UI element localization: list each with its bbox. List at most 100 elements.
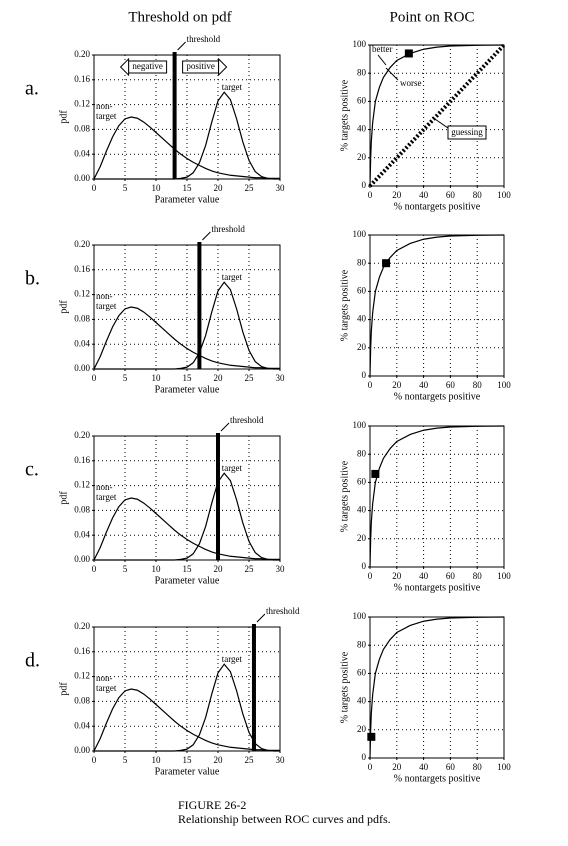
x-tick-label: 25 <box>245 183 255 193</box>
y-tick-label: 0.08 <box>74 123 90 133</box>
y-axis-label: pdf <box>58 110 69 124</box>
threshold-arrow <box>220 422 230 432</box>
x-tick-label: 5 <box>123 183 128 193</box>
x-tick-label: 5 <box>123 373 128 383</box>
x-tick-label: 40 <box>419 571 429 581</box>
x-tick-label: 100 <box>497 762 511 772</box>
x-tick-label: 15 <box>183 373 193 383</box>
x-tick-label: 40 <box>419 380 429 390</box>
y-tick-label: 20 <box>357 724 367 734</box>
y-tick-label: 0.20 <box>74 430 90 440</box>
x-tick-label: 0 <box>92 373 97 383</box>
y-tick-label: 40 <box>357 696 367 706</box>
x-axis-label: % nontargets positive <box>394 582 481 593</box>
positive-label: positive <box>186 61 215 71</box>
y-tick-label: 0 <box>362 370 367 380</box>
plot-frame <box>369 616 505 759</box>
nontarget-label: target <box>96 301 117 311</box>
nontarget-label: non- <box>96 291 113 301</box>
y-tick-label: 40 <box>357 314 367 324</box>
x-tick-label: 0 <box>92 564 97 574</box>
x-tick-label: 80 <box>473 380 483 390</box>
row-label: d. <box>25 650 40 672</box>
roc-point <box>367 732 376 741</box>
x-tick-label: 100 <box>497 571 511 581</box>
x-axis-label: Parameter value <box>155 575 220 586</box>
threshold-label: threshold <box>187 34 221 44</box>
worse-arrow <box>385 67 399 81</box>
better-label: better <box>372 44 393 54</box>
x-axis-label: Parameter value <box>155 766 220 777</box>
pdf-curve <box>94 281 280 370</box>
y-axis-label: pdf <box>58 491 69 505</box>
roc-curve <box>369 234 505 377</box>
y-tick-label: 0.20 <box>74 621 90 631</box>
nontarget-label: target <box>96 683 117 693</box>
y-tick-label: 0.04 <box>74 148 90 158</box>
y-tick-label: 20 <box>357 152 367 162</box>
threshold-label: threshold <box>266 606 300 616</box>
plot-frame <box>369 234 505 377</box>
y-tick-label: 0.00 <box>74 173 90 183</box>
caption: FIGURE 26-2 <box>178 798 246 812</box>
roc-point <box>404 49 413 58</box>
y-tick-label: 0.20 <box>74 239 90 249</box>
y-tick-label: 100 <box>353 611 367 621</box>
x-tick-label: 0 <box>368 762 373 772</box>
y-tick-label: 80 <box>357 67 367 77</box>
plot-frame <box>369 425 505 568</box>
x-tick-label: 20 <box>214 183 224 193</box>
threshold-label: threshold <box>211 224 245 234</box>
y-axis-label: % targets positive <box>339 79 350 151</box>
nontarget-label: target <box>96 111 117 121</box>
x-axis-label: % nontargets positive <box>394 391 481 402</box>
roc-curve <box>369 616 505 759</box>
pdf-curve <box>93 497 280 561</box>
x-tick-label: 20 <box>392 190 402 200</box>
guessing-line <box>368 43 506 188</box>
x-tick-label: 20 <box>392 571 402 581</box>
x-tick-label: 20 <box>214 755 224 765</box>
pdf-curve <box>93 116 280 180</box>
y-tick-label: 0.12 <box>74 289 90 299</box>
y-tick-label: 0.00 <box>74 745 90 755</box>
guessing-label: guessing <box>451 127 483 137</box>
y-tick-label: 0 <box>362 752 367 762</box>
x-tick-label: 0 <box>368 380 373 390</box>
pdf-curve <box>94 472 280 561</box>
x-tick-label: 0 <box>368 190 373 200</box>
y-tick-label: 60 <box>357 95 367 105</box>
y-axis-label: % targets positive <box>339 651 350 723</box>
x-tick-label: 0 <box>92 755 97 765</box>
y-tick-label: 80 <box>357 257 367 267</box>
y-tick-label: 0.16 <box>74 646 90 656</box>
x-tick-label: 100 <box>497 190 511 200</box>
x-axis-label: % nontargets positive <box>394 773 481 784</box>
x-tick-label: 25 <box>245 373 255 383</box>
y-tick-label: 80 <box>357 448 367 458</box>
x-tick-label: 5 <box>123 564 128 574</box>
x-tick-label: 10 <box>152 183 162 193</box>
x-tick-label: 20 <box>214 564 224 574</box>
column-title: Point on ROC <box>389 9 474 25</box>
y-axis-label: pdf <box>58 682 69 696</box>
x-tick-label: 15 <box>183 183 193 193</box>
y-tick-label: 0.08 <box>74 313 90 323</box>
y-tick-label: 20 <box>357 342 367 352</box>
y-tick-label: 0.16 <box>74 264 90 274</box>
x-tick-label: 30 <box>276 183 286 193</box>
y-axis-label: pdf <box>58 300 69 314</box>
y-tick-label: 0 <box>362 561 367 571</box>
plot-frame <box>93 435 281 561</box>
pdf-curve <box>93 306 280 370</box>
x-tick-label: 80 <box>473 571 483 581</box>
x-tick-label: 20 <box>392 762 402 772</box>
y-tick-label: 0.12 <box>74 99 90 109</box>
x-tick-label: 10 <box>152 564 162 574</box>
y-tick-label: 0.04 <box>74 529 90 539</box>
plot-frame <box>93 626 281 752</box>
x-tick-label: 25 <box>245 564 255 574</box>
x-axis-label: Parameter value <box>155 384 220 395</box>
